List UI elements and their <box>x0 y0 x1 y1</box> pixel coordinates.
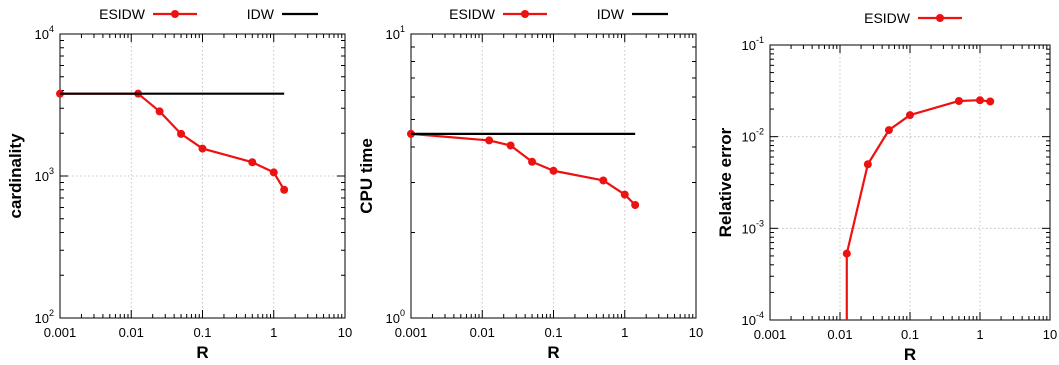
x-tick-label: 10 <box>338 325 352 340</box>
legend-label-esidw: ESIDW <box>99 6 146 22</box>
x-tick-label: 1 <box>621 325 628 340</box>
y-tick-label: 10-3 <box>742 218 764 236</box>
data-point-esidw <box>248 158 257 167</box>
y-tick-label: 10-2 <box>742 127 764 145</box>
data-point-esidw <box>986 97 995 106</box>
data-point-esidw <box>177 129 186 138</box>
x-tick-label: 0.1 <box>544 325 562 340</box>
x-tick-label: 0.01 <box>119 325 144 340</box>
plot-frame <box>410 33 697 319</box>
series-line-esidw <box>410 132 636 206</box>
y-axis-label: cardinality <box>6 133 25 219</box>
y-tick-label: 10-1 <box>742 35 764 53</box>
legend-label-esidw: ESIDW <box>449 6 496 22</box>
series-line-esidw <box>60 92 286 191</box>
x-tick-label: 1 <box>270 325 277 340</box>
legend-marker-esidw <box>521 10 529 18</box>
y-tick-label: 101 <box>386 24 405 42</box>
y-tick-label: 104 <box>35 24 54 42</box>
y-tick-label: 103 <box>35 166 54 184</box>
data-point-esidw <box>631 200 640 209</box>
y-tick-label: 102 <box>35 308 54 326</box>
x-axis-label: R <box>904 345 916 364</box>
legend-label-idw: IDW <box>597 6 625 22</box>
data-point-esidw <box>599 176 608 185</box>
legend-marker-esidw <box>936 14 944 22</box>
x-tick-label: 1 <box>976 327 983 342</box>
data-point-esidw <box>954 96 963 105</box>
legend-label-esidw: ESIDW <box>864 10 911 26</box>
data-point-esidw <box>485 136 494 145</box>
x-tick-label: 0.1 <box>193 325 211 340</box>
x-tick-label: 10 <box>1043 327 1057 342</box>
plot-frame <box>769 44 1051 321</box>
plot-frame <box>59 33 346 319</box>
x-axis-label: R <box>196 343 208 362</box>
x-tick-label: 0.001 <box>44 325 77 340</box>
data-point-esidw <box>863 160 872 169</box>
data-point-esidw <box>620 190 629 199</box>
chart-panel-3: 0.001 0.01 0.1 1 10 10-4 10-3 10-2 10-1 ESIDW R Rel… <box>716 10 1057 364</box>
data-point-esidw <box>906 111 914 120</box>
y-tick-label: 100 <box>386 308 405 326</box>
data-point-esidw <box>549 166 558 175</box>
data-point-esidw <box>528 157 537 166</box>
x-tick-label: 10 <box>689 325 703 340</box>
data-point-esidw <box>506 141 515 150</box>
data-point-esidw <box>269 168 278 177</box>
x-tick-label: 0.1 <box>901 327 919 342</box>
legend-marker-esidw <box>171 10 179 18</box>
data-point-esidw <box>842 249 851 258</box>
data-point-esidw <box>155 107 164 116</box>
legend-label-idw: IDW <box>247 6 275 22</box>
series-line-esidw <box>845 99 991 254</box>
data-point-esidw <box>884 126 893 135</box>
y-axis-label: Relative error <box>716 127 735 237</box>
data-point-esidw <box>198 144 207 153</box>
x-tick-label: 0.001 <box>754 327 787 342</box>
y-tick-label: 10-4 <box>742 310 764 328</box>
x-axis-label: R <box>547 343 559 362</box>
data-point-esidw <box>280 185 289 194</box>
x-tick-label: 0.01 <box>827 327 852 342</box>
x-tick-label: 0.001 <box>395 325 428 340</box>
chart-panel-2: 0.001 0.01 0.1 1 10 100 101 ESIDW IDW R CPU time <box>357 6 703 362</box>
x-tick-label: 0.01 <box>470 325 495 340</box>
data-point-esidw <box>976 96 984 105</box>
y-axis-label: CPU time <box>357 138 376 214</box>
chart-panel-1: 0.001 0.01 0.1 1 10 102 103 104 ESIDW IDW Rcardina… <box>6 6 352 362</box>
